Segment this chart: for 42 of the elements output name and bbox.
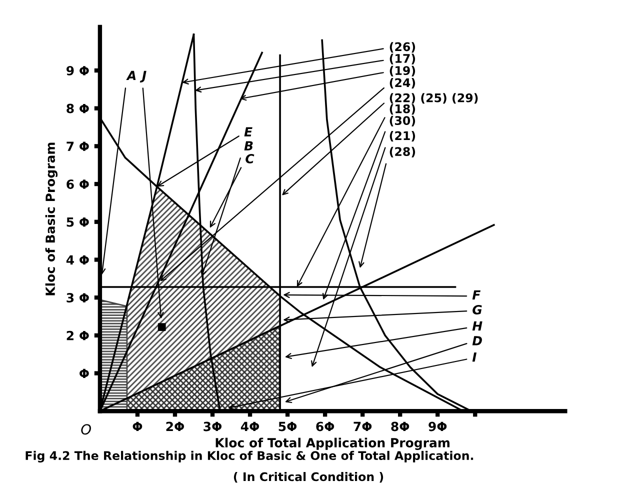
annotation: D [472, 336, 482, 346]
annotation: F [472, 290, 481, 300]
annotation: (24) [390, 78, 416, 89]
annotation: C [246, 154, 254, 164]
annotation: (21) [390, 131, 416, 142]
annotation: E [244, 127, 252, 136]
x-tick-label: 7Φ [354, 422, 372, 432]
annotation: (17) [390, 54, 416, 64]
y-tick-label: 8 Φ [66, 104, 89, 114]
text: Fig 4.2 The Relationship in Kloc of Basic & One of Total Application. [26, 450, 474, 462]
x-tick-label: Φ [132, 422, 142, 432]
annotation: I [472, 352, 477, 362]
y-tick-label: 2 Φ [66, 330, 89, 340]
annotation: O [81, 424, 91, 435]
annotation: H [472, 321, 482, 331]
annotation: G [472, 304, 482, 314]
y-tick-label: 4 Φ [66, 255, 89, 264]
annotation: (28) [390, 146, 416, 158]
x-tick-label: 3Φ [204, 422, 222, 432]
y-axis-title: Kloc of Basic Program [45, 142, 58, 296]
annotation: J [140, 70, 146, 82]
y-tick-label: Φ [80, 368, 89, 378]
annotation: A [126, 70, 136, 80]
x-tick-label: 4Φ [240, 422, 260, 432]
y-tick-label: 5 Φ [66, 218, 89, 227]
x-tick-label: 2Φ [166, 422, 184, 432]
y-tick-label: 9 Φ [66, 66, 89, 76]
x-tick-label: 8Φ [391, 422, 410, 432]
x-axis-title: Kloc of Total Application Program [216, 438, 450, 450]
y-tick-label: 6 Φ [66, 180, 89, 189]
annotation: (19) [390, 66, 416, 76]
x-tick-label: 6Φ [316, 422, 334, 432]
y-tick-label: 7 Φ [66, 142, 89, 151]
y-tick-label: 3 Φ [66, 293, 89, 302]
text: ( In Critical Condition ) [234, 472, 384, 483]
annotation: (18) [390, 104, 416, 115]
annotation: (26) [390, 42, 416, 53]
annotation: (22) (25) (29) [390, 93, 478, 104]
annotation: (30) [390, 116, 416, 126]
x-tick-label: 9Φ [428, 422, 447, 432]
annotation: B [244, 141, 253, 150]
x-tick-label: 5Φ [278, 422, 297, 432]
